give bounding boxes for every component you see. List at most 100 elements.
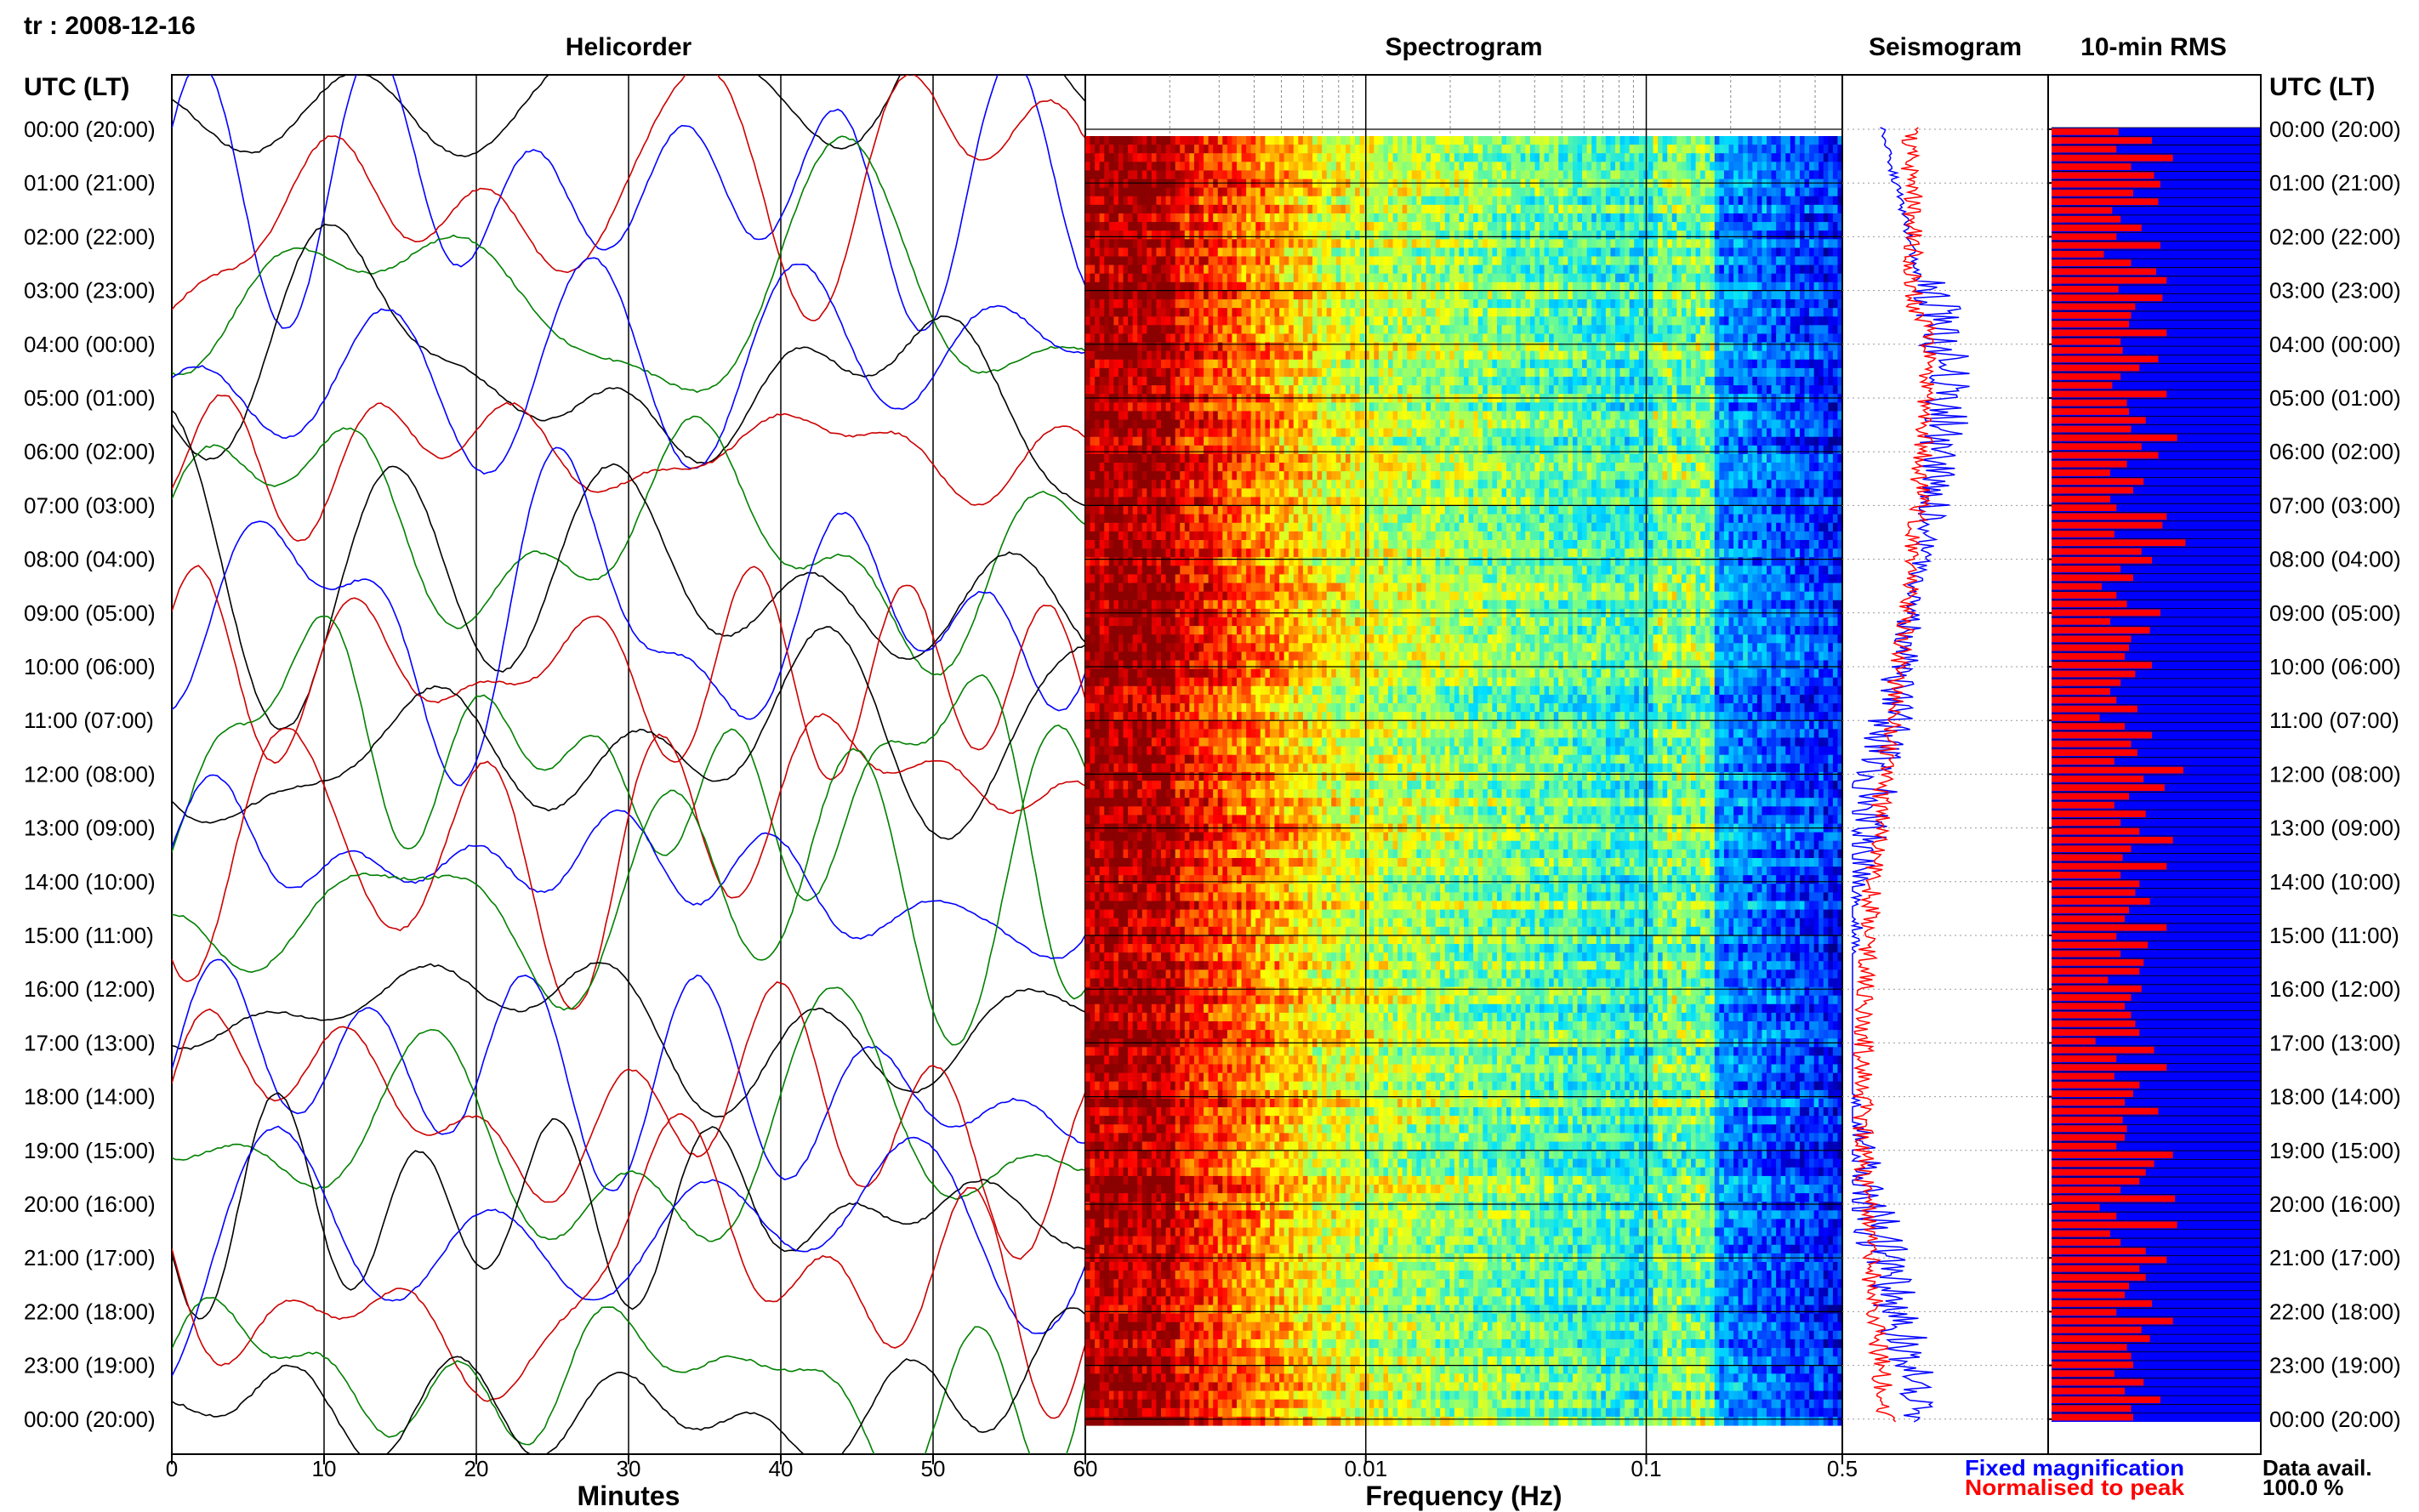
- spectrogram-cell: [1095, 230, 1101, 240]
- spectrogram-cell: [1625, 153, 1631, 162]
- spectrogram-cell: [1459, 256, 1465, 266]
- spectrogram-cell: [1710, 333, 1716, 344]
- hour-label-left: 00:00 (20:00): [24, 117, 156, 142]
- spectrogram-cell: [1534, 333, 1540, 344]
- spectrogram-cell: [1596, 187, 1602, 197]
- spectrogram-cell: [1468, 273, 1474, 283]
- spectrogram-cell: [1837, 187, 1843, 197]
- spectrogram-cell: [1634, 136, 1640, 145]
- spectrogram-cell: [1605, 350, 1612, 361]
- spectrogram-cell: [1085, 308, 1091, 317]
- spectrogram-cell: [1175, 162, 1181, 172]
- spectrogram-cell: [1165, 204, 1171, 214]
- spectrogram-cell: [1255, 170, 1261, 180]
- spectrogram-cell: [1108, 350, 1114, 361]
- spectrogram-cell: [1691, 350, 1697, 361]
- spectrogram-cell: [1104, 179, 1110, 189]
- spectrogram-cell: [1790, 359, 1796, 369]
- spectrogram-cell: [1180, 290, 1186, 300]
- spectrogram-cell: [1165, 136, 1171, 145]
- spectrogram-cell: [1691, 273, 1697, 283]
- spectrogram-cell: [1785, 325, 1791, 335]
- spectrogram-cell: [1487, 385, 1493, 395]
- spectrogram-cell: [1496, 179, 1503, 189]
- spectrogram-cell: [1359, 213, 1365, 223]
- spectrogram-cell: [1397, 196, 1403, 206]
- spectrogram-cell: [1743, 145, 1749, 154]
- spectrogram-cell: [1137, 325, 1143, 335]
- spectrogram-cell: [1544, 290, 1550, 300]
- spectrogram-cell: [1837, 153, 1843, 162]
- spectrogram-cell: [1431, 385, 1437, 395]
- spectrogram-cell: [1658, 308, 1664, 317]
- spectrogram-cell: [1676, 290, 1682, 300]
- spectrogram-cell: [1540, 170, 1545, 180]
- spectrogram-cell: [1710, 170, 1716, 180]
- hour-label-right: 10:00 (06:00): [2269, 654, 2401, 679]
- spectrogram-cell: [1118, 333, 1124, 344]
- hour-label-left: 03:00 (23:00): [24, 278, 156, 304]
- spectrogram-cell: [1762, 162, 1767, 172]
- spectrogram-cell: [1667, 350, 1673, 361]
- spectrogram-cell: [1710, 385, 1716, 395]
- spectrogram-cell: [1402, 359, 1408, 369]
- spectrogram-cell: [1090, 290, 1096, 300]
- spectrogram-cell: [1516, 273, 1522, 283]
- spectrogram-cell: [1099, 230, 1105, 240]
- spectrogram-cell: [1454, 273, 1460, 283]
- spectrogram-cell: [1795, 239, 1801, 248]
- spectrogram-cell: [1279, 342, 1285, 352]
- spectrogram-cell: [1189, 350, 1195, 361]
- spectrogram-cell: [1577, 299, 1583, 309]
- spectrogram-cell: [1558, 153, 1564, 162]
- spectrogram-cell: [1544, 273, 1550, 283]
- spectrogram-cell: [1312, 385, 1318, 395]
- spectrogram-cell: [1605, 145, 1612, 154]
- spectrogram-cell: [1298, 350, 1304, 361]
- spectrogram-cell: [1085, 325, 1091, 335]
- spectrogram-cell: [1520, 153, 1526, 162]
- spectrogram-cell: [1686, 342, 1692, 352]
- spectrogram-cell: [1610, 264, 1616, 275]
- spectrogram-cell: [1762, 196, 1767, 206]
- spectrogram-cell: [1516, 376, 1522, 386]
- spectrogram-cell: [1591, 153, 1597, 162]
- spectrogram-cell: [1710, 145, 1716, 154]
- spectrogram-cell: [1638, 196, 1644, 206]
- spectrogram-cell: [1113, 179, 1119, 189]
- spectrogram-cell: [1208, 187, 1214, 197]
- spectrogram-cell: [1577, 316, 1583, 326]
- spectrogram-cell: [1222, 308, 1228, 317]
- spectrogram-cell: [1695, 316, 1701, 326]
- spectrogram-cell: [1420, 222, 1427, 231]
- spectrogram-cell: [1605, 385, 1612, 395]
- spectrogram-cell: [1302, 376, 1309, 386]
- spectrogram-cell: [1477, 179, 1483, 189]
- spectrogram-cell: [1795, 213, 1801, 223]
- spectrogram-cell: [1558, 256, 1564, 266]
- spectrogram-cell: [1596, 213, 1602, 223]
- spectrogram-cell: [1397, 385, 1403, 395]
- spectrogram-cell: [1511, 170, 1517, 180]
- spectrogram-cell: [1799, 239, 1806, 248]
- spectrogram-cell: [1302, 179, 1309, 189]
- spectrogram-cell: [1222, 342, 1228, 352]
- spectrogram-cell: [1222, 367, 1228, 378]
- spectrogram-cell: [1648, 333, 1654, 344]
- spectrogram-cell: [1128, 367, 1134, 378]
- spectrogram-cell: [1402, 247, 1408, 258]
- spectrogram-cell: [1468, 350, 1474, 361]
- spectrogram-cell: [1289, 376, 1295, 386]
- spectrogram-cell: [1151, 256, 1158, 266]
- spectrogram-cell: [1714, 359, 1720, 369]
- spectrogram-cell: [1459, 179, 1465, 189]
- spectrogram-cell: [1193, 230, 1200, 240]
- spectrogram-cell: [1293, 222, 1299, 231]
- spectrogram-cell: [1662, 213, 1668, 223]
- spectrogram-cell: [1525, 359, 1531, 369]
- spectrogram-cell: [1823, 136, 1829, 145]
- spectrogram-cell: [1128, 204, 1134, 214]
- spectrogram-cell: [1255, 359, 1261, 369]
- spectrogram-cell: [1700, 264, 1706, 275]
- spectrogram-cell: [1449, 316, 1455, 326]
